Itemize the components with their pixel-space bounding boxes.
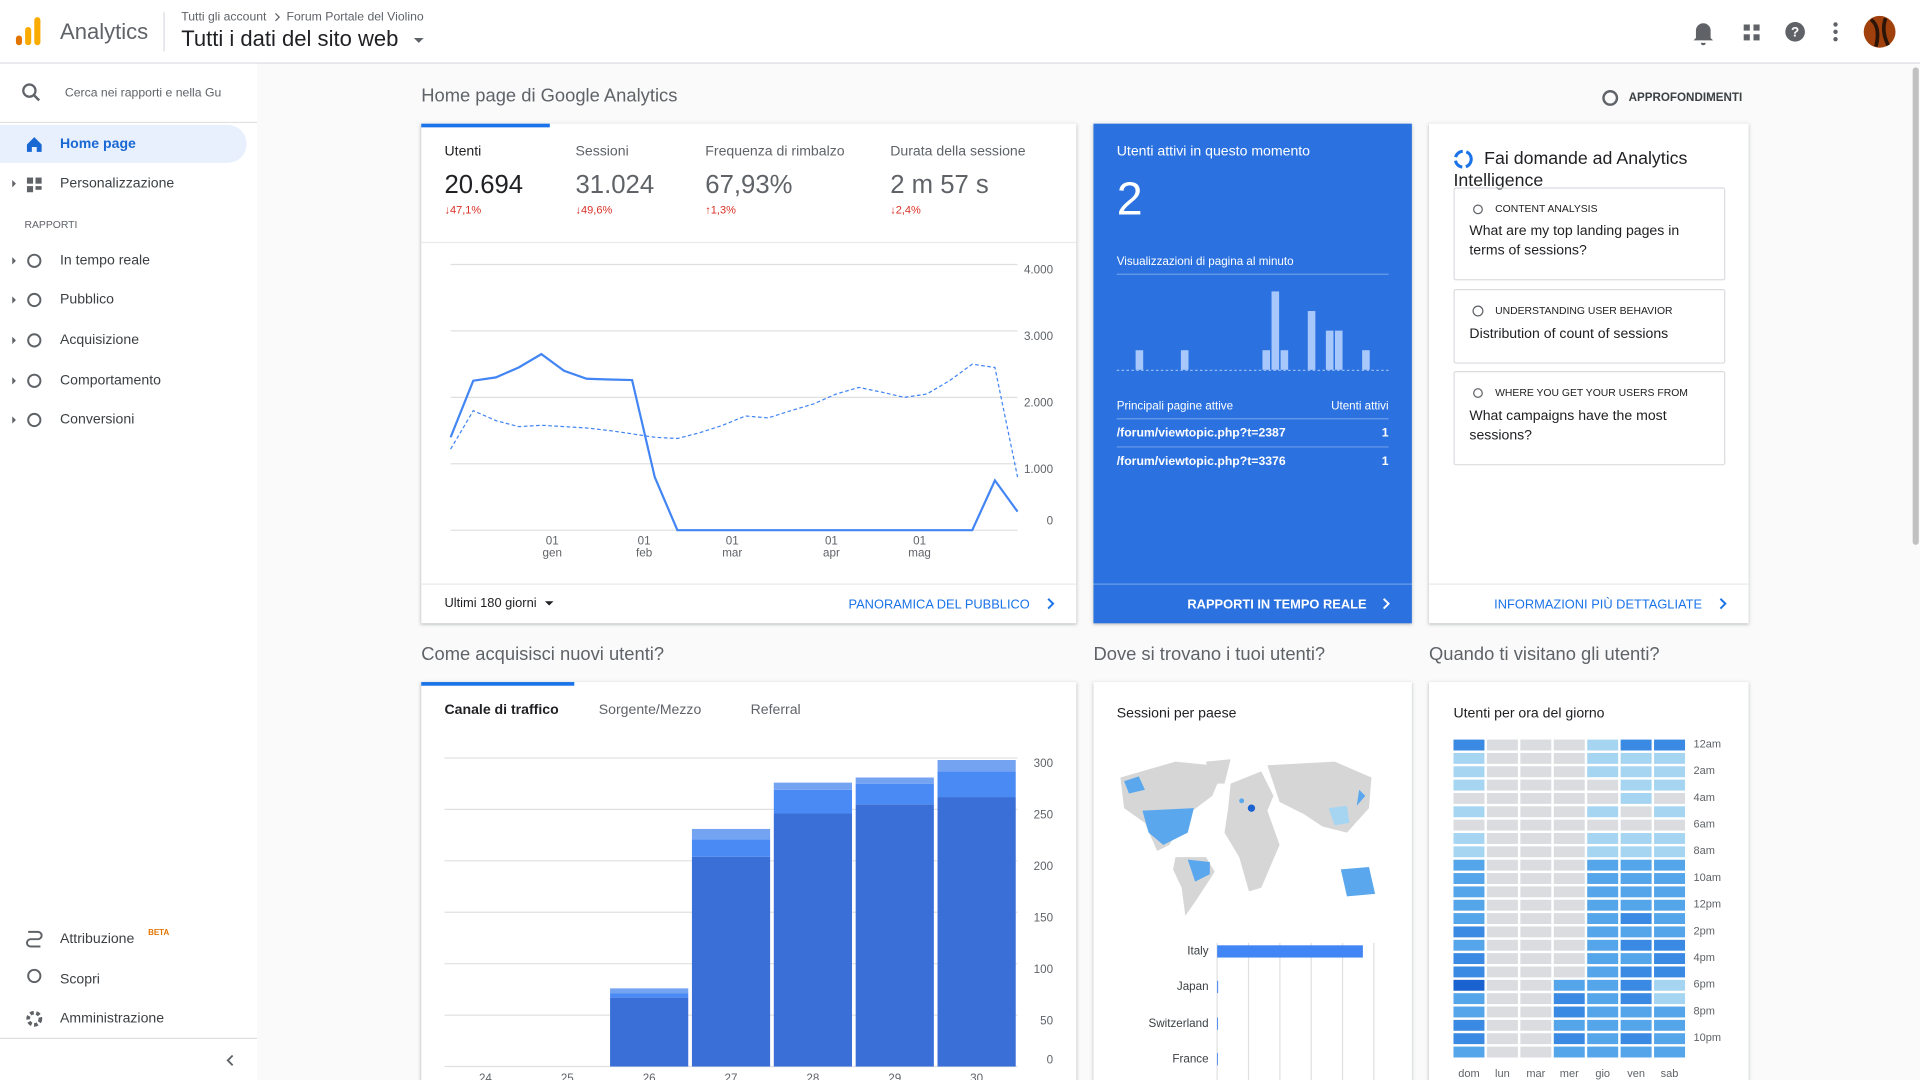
intelligence-title: Fai domande ad Analytics Intelligence — [1453, 149, 1688, 192]
question-box[interactable] — [1453, 288, 1726, 364]
realtime-card — [1093, 123, 1412, 624]
section-title: Dove si trovano i tuoi utenti? — [1093, 643, 1325, 664]
audience-card — [421, 123, 1077, 624]
question: What campaigns have the most sessions? — [1469, 408, 1667, 444]
page-title: Home page di Google Analytics — [421, 85, 677, 106]
intelligence-card: Fai domande ad Analytics Intelligence Wh… — [1428, 123, 1749, 624]
question: Distribution of count of sessions — [1469, 326, 1669, 342]
question-box[interactable] — [1453, 187, 1726, 281]
sidebar — [0, 63, 258, 1080]
header — [0, 0, 1920, 64]
section-title: Come acquisisci nuovi utenti? — [421, 643, 664, 664]
acquisition-card — [421, 682, 1077, 1080]
insights-icon — [1602, 90, 1619, 106]
scrollbar[interactable] — [1912, 67, 1919, 545]
question-box[interactable] — [1453, 371, 1726, 466]
insights-button[interactable]: APPROFONDIMENTI — [1629, 91, 1743, 104]
geo-card — [1093, 682, 1412, 1080]
time-card — [1428, 682, 1749, 1080]
section-title: Quando ti visitano gli utenti? — [1429, 643, 1660, 664]
question: What are my top landing pages in terms o… — [1469, 224, 1680, 259]
